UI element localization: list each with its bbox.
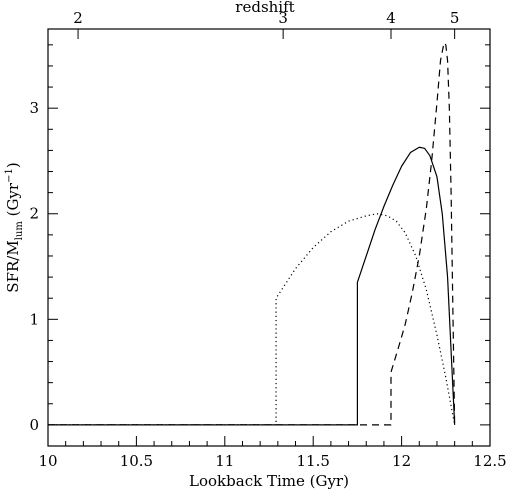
y-axis-title-unit-open: (Gyr [4,182,22,221]
top-tick-label: 4 [386,9,396,27]
y-axis-title-main: SFR/M [4,240,22,292]
series-line-dotted [48,213,456,426]
y-axis-title-superscript: −1 [4,168,15,183]
plot-frame [47,28,491,447]
y-tick-label: 3 [29,99,39,117]
series-line-dashed [48,42,456,426]
top-tick-label: 2 [73,9,83,27]
top-tick-label: 3 [278,9,288,27]
y-axis-title-subscript: lum [14,221,25,241]
y-axis-title: SFR/Mlum (Gyr−1) [4,162,25,292]
series-line-solid [48,146,456,426]
top-axis-title: redshift [235,0,294,16]
top-tick-label: 5 [450,9,460,27]
x-tick-label: 12 [392,452,411,470]
y-tick-label: 0 [29,416,39,434]
y-tick-label: 1 [29,310,39,328]
x-tick-label: 10 [38,452,57,470]
x-tick-label: 11 [215,452,234,470]
data-layer [48,42,456,426]
y-axis-title-unit-close: ) [4,162,22,168]
x-tick-label: 11.5 [296,452,329,470]
x-tick-label: 12.5 [473,452,506,470]
x-tick-label: 10.5 [120,452,153,470]
y-tick-label: 2 [29,205,39,223]
x-axis-title: Lookback Time (Gyr) [189,472,349,490]
